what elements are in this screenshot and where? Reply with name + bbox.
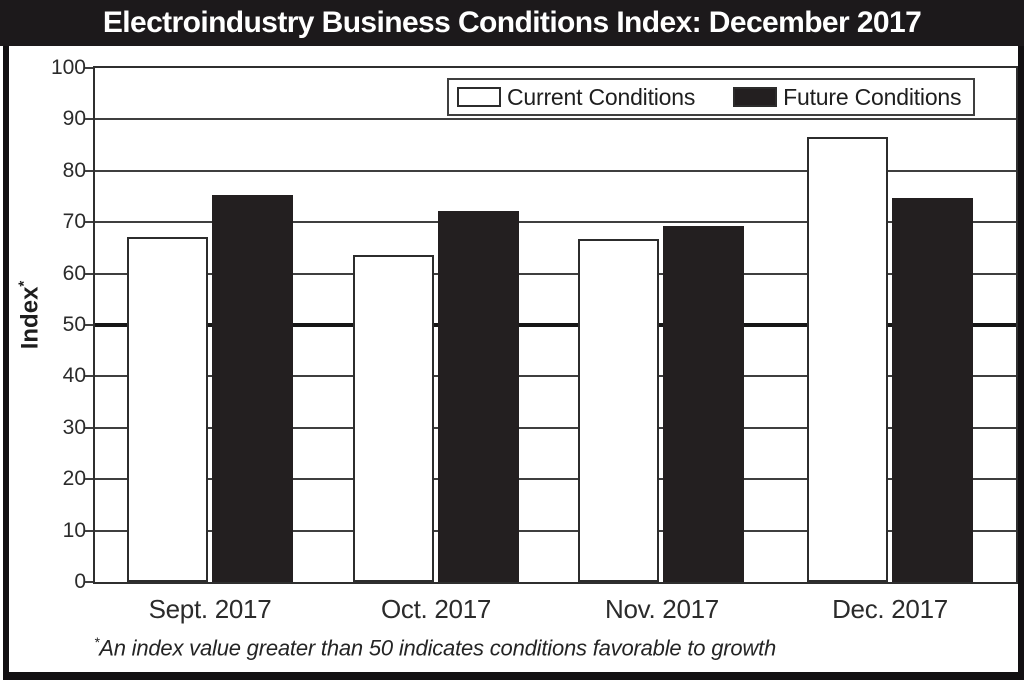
x-axis-label-oct-2017: Oct. 2017 [380, 594, 492, 624]
y-tick-mark-60 [85, 272, 93, 275]
gridline-40 [95, 375, 1016, 378]
legend-item-current-conditions: Current Conditions [457, 84, 695, 111]
legend-label-future-conditions: Future Conditions [783, 83, 962, 110]
gridline-20 [95, 478, 1016, 481]
footnote-text: An index value greater than 50 indicates… [99, 635, 777, 661]
y-tick-mark-80 [85, 169, 93, 172]
bar-current-dec-2017 [807, 137, 888, 582]
y-tick-label-50: 50 [62, 313, 86, 336]
y-tick-label-100: 100 [50, 56, 86, 79]
chart-title: Electroindustry Business Conditions Inde… [102, 6, 922, 39]
y-tick-label-80: 80 [62, 158, 86, 182]
gridline-30 [95, 426, 1016, 429]
bar-future-oct-2017 [438, 211, 519, 582]
footnote-asterisk: * [94, 634, 100, 650]
gridline-10 [95, 529, 1016, 532]
chart-title-bar: Electroindustry Business Conditions Inde… [0, 0, 1024, 46]
y-tick-mark-40 [85, 375, 93, 378]
frame-border-right [1018, 46, 1024, 680]
y-tick-mark-10 [85, 529, 93, 532]
y-tick-labels: 0 10 20 30 40 50 60 70 80 90 100 [34, 56, 86, 593]
y-tick-label-0: 0 [74, 570, 86, 593]
legend-swatch-future-conditions [733, 87, 778, 107]
y-tick-mark-20 [85, 478, 93, 481]
y-tick-mark-30 [85, 426, 93, 429]
y-tick-label-40: 40 [62, 364, 86, 388]
gridline-90 [95, 118, 1016, 121]
y-tick-label-30: 30 [62, 415, 86, 439]
y-tick-mark-90 [85, 118, 93, 121]
y-tick-label-70: 70 [62, 210, 86, 234]
legend: Current Conditions Future Conditions [447, 78, 975, 116]
y-tick-mark-70 [85, 221, 93, 224]
x-axis-labels: Sept. 2017 Oct. 2017 Nov. 2017 Dec. 2017 [93, 594, 1018, 624]
bar-future-nov-2017 [663, 226, 744, 582]
bar-future-sept-2017 [212, 195, 293, 582]
frame-border-bottom [3, 672, 1024, 680]
frame-border-left [3, 46, 9, 680]
bar-future-dec-2017 [892, 198, 973, 582]
bar-current-sept-2017 [127, 237, 208, 582]
plot-area [93, 66, 1018, 584]
legend-label-current-conditions: Current Conditions [507, 83, 696, 110]
y-tick-mark-0 [85, 581, 93, 583]
y-tick-marks [85, 67, 93, 583]
footnote: *An index value greater than 50 indicate… [94, 634, 776, 661]
x-axis-label-sept-2017: Sept. 2017 [148, 594, 272, 624]
y-tick-label-10: 10 [62, 518, 86, 542]
x-axis-label-nov-2017: Nov. 2017 [605, 594, 719, 624]
bar-current-nov-2017 [578, 239, 659, 582]
legend-item-future-conditions: Future Conditions [733, 83, 962, 111]
y-tick-label-60: 60 [62, 261, 86, 285]
y-tick-mark-100 [85, 67, 93, 69]
bar-current-oct-2017 [353, 255, 434, 582]
reference-gridline-50 [95, 323, 1016, 327]
y-tick-mark-50 [85, 324, 93, 326]
y-tick-label-90: 90 [62, 107, 86, 131]
x-axis-label-dec-2017: Dec. 2017 [832, 594, 948, 624]
gridline-60 [95, 272, 1016, 275]
y-tick-label-20: 20 [62, 467, 86, 491]
y-axis-title-asterisk: * [15, 280, 33, 287]
gridline-80 [95, 169, 1016, 172]
gridline-70 [95, 221, 1016, 224]
legend-swatch-current-conditions [457, 87, 501, 107]
